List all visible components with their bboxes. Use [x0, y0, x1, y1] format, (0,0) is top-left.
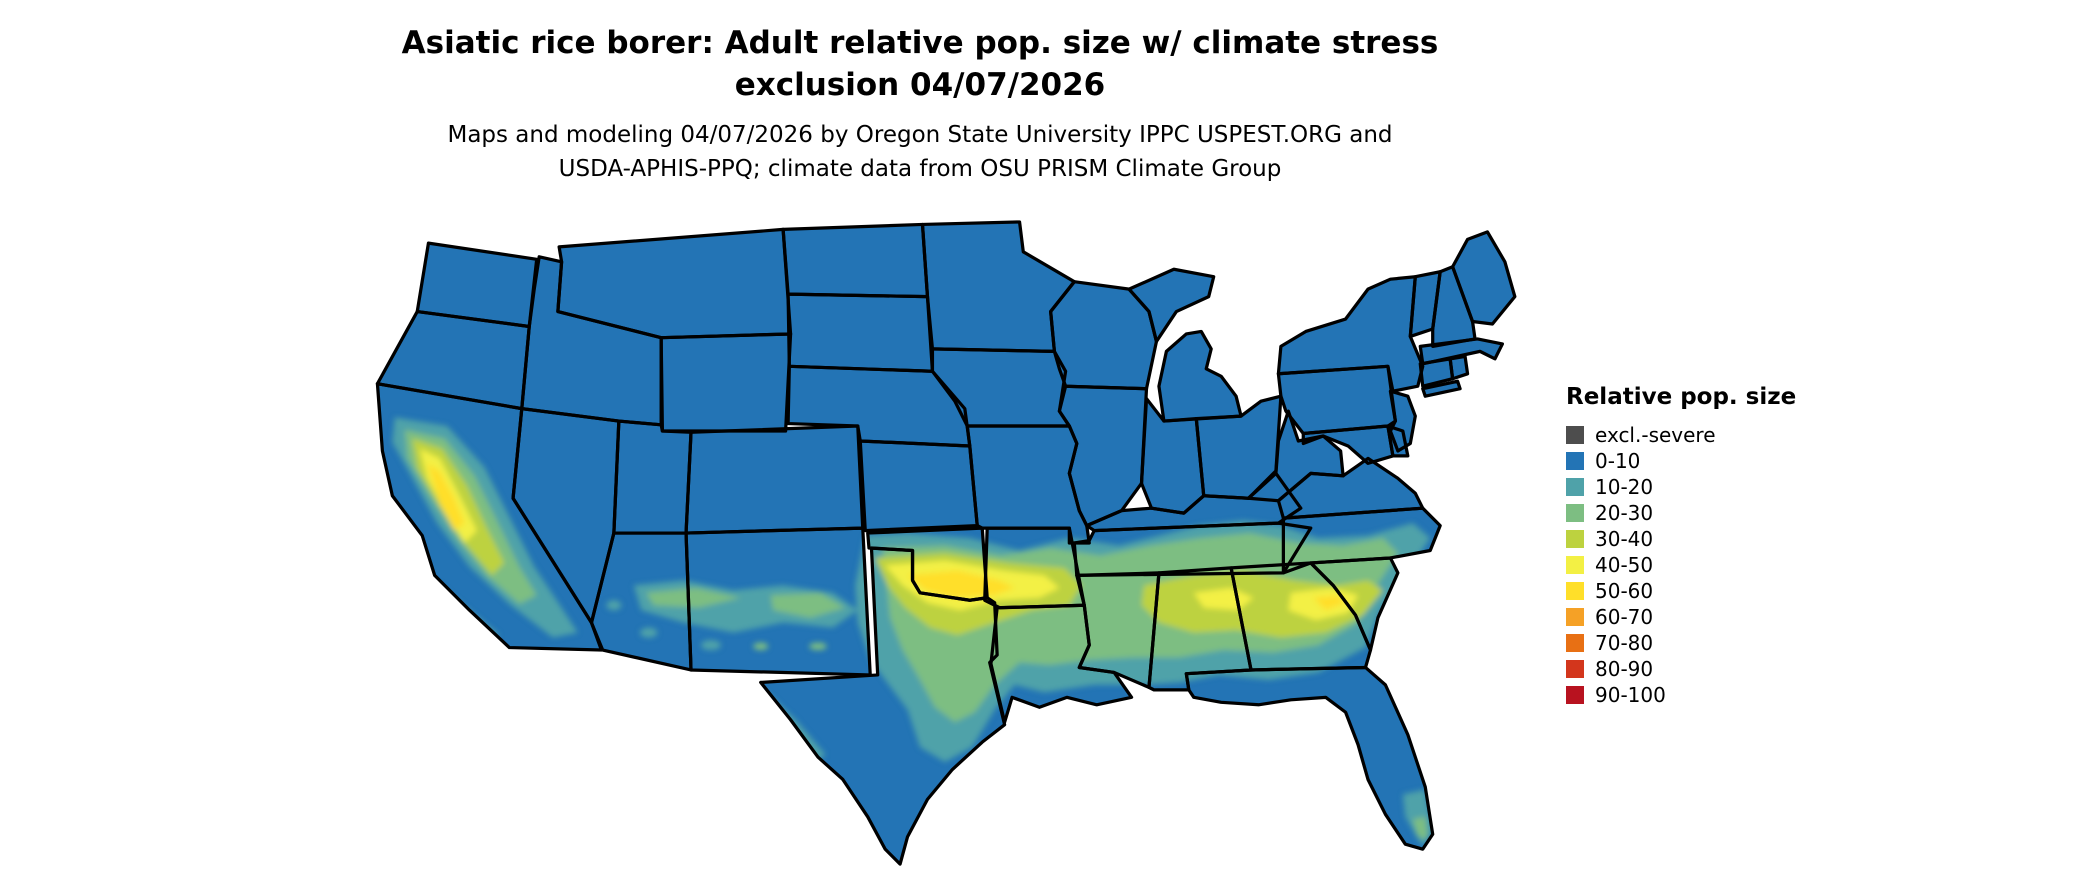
state-fill-ut — [613, 421, 692, 534]
legend-item: 90-100 — [1566, 682, 1886, 708]
legend-swatch — [1566, 530, 1584, 548]
overlay-30-40-southeast — [1141, 570, 1383, 638]
legend-item: 20-30 — [1566, 500, 1886, 526]
us-map-container — [300, 212, 1540, 884]
legend-label: 70-80 — [1595, 631, 1654, 655]
overlay-50-60-california-core — [427, 463, 465, 531]
legend-title: Relative pop. size — [1566, 384, 1797, 410]
legend-label: 0-10 — [1595, 449, 1641, 473]
legend-label: 50-60 — [1595, 579, 1654, 603]
overlay-50-60-carolina-core — [1313, 595, 1346, 611]
overlay-10-20-speck — [640, 627, 658, 638]
legend-label: 60-70 — [1595, 605, 1654, 629]
overlay-10-20-speck — [606, 600, 622, 611]
legend-item: 30-40 — [1566, 526, 1886, 552]
overlay-20-30-arizona — [646, 587, 741, 608]
legend-swatch — [1566, 686, 1584, 704]
legend-label: 40-50 — [1595, 553, 1654, 577]
overlay-10-20-speck — [700, 640, 721, 651]
legend-items: excl.-severe 0-10 10-20 20-30 30-40 40-50 50-6… — [1566, 422, 1886, 708]
legend-item: 60-70 — [1566, 604, 1886, 630]
page-title-line2: exclusion 04/07/2026 — [734, 67, 1106, 103]
legend-label: 80-90 — [1595, 657, 1654, 681]
legend-swatch — [1566, 504, 1584, 522]
state-fill-nd — [783, 224, 928, 297]
legend-item: 10-20 — [1566, 474, 1886, 500]
subtitle: Maps and modeling 04/07/2026 by Oregon S… — [0, 118, 1840, 186]
header: Asiatic rice borer: Adult relative pop. … — [0, 22, 1840, 186]
legend-item: excl.-severe — [1566, 422, 1886, 448]
subtitle-line2: USDA-APHIS-PPQ; climate data from OSU PR… — [558, 156, 1282, 182]
legend-label: excl.-severe — [1595, 423, 1716, 447]
legend-swatch — [1566, 478, 1584, 496]
state-fill-sd — [788, 294, 933, 372]
page-title-line1: Asiatic rice borer: Adult relative pop. … — [401, 25, 1439, 61]
legend-label: 10-20 — [1595, 475, 1654, 499]
legend-item: 40-50 — [1566, 552, 1886, 578]
legend-item: 0-10 — [1566, 448, 1886, 474]
legend-label: 30-40 — [1595, 527, 1654, 551]
state-fill-wy — [661, 333, 791, 432]
overlay-20-30-speck — [753, 642, 769, 651]
us-map — [375, 220, 1517, 866]
overlay-20-30-speck — [809, 642, 827, 651]
legend-swatch — [1566, 582, 1584, 600]
state-fill-co — [686, 426, 863, 534]
overlay-20-30-south-florida — [1412, 816, 1428, 840]
legend-swatch — [1566, 452, 1584, 470]
state-fill-fl — [1186, 667, 1433, 850]
overlay-20-30-newmexico — [770, 592, 846, 618]
legend-label: 20-30 — [1595, 501, 1654, 525]
legend-item: 70-80 — [1566, 630, 1886, 656]
legend-swatch — [1566, 634, 1584, 652]
legend-swatch — [1566, 660, 1584, 678]
legend-item: 50-60 — [1566, 578, 1886, 604]
legend-swatch — [1566, 608, 1584, 626]
subtitle-line1: Maps and modeling 04/07/2026 by Oregon S… — [447, 122, 1393, 148]
legend-swatch — [1566, 556, 1584, 574]
legend: Relative pop. size excl.-severe 0-10 10-20… — [1566, 384, 1886, 708]
legend-label: 90-100 — [1595, 683, 1666, 707]
legend-item: 80-90 — [1566, 656, 1886, 682]
state-fill-ks — [860, 440, 978, 531]
legend-swatch — [1566, 426, 1584, 444]
